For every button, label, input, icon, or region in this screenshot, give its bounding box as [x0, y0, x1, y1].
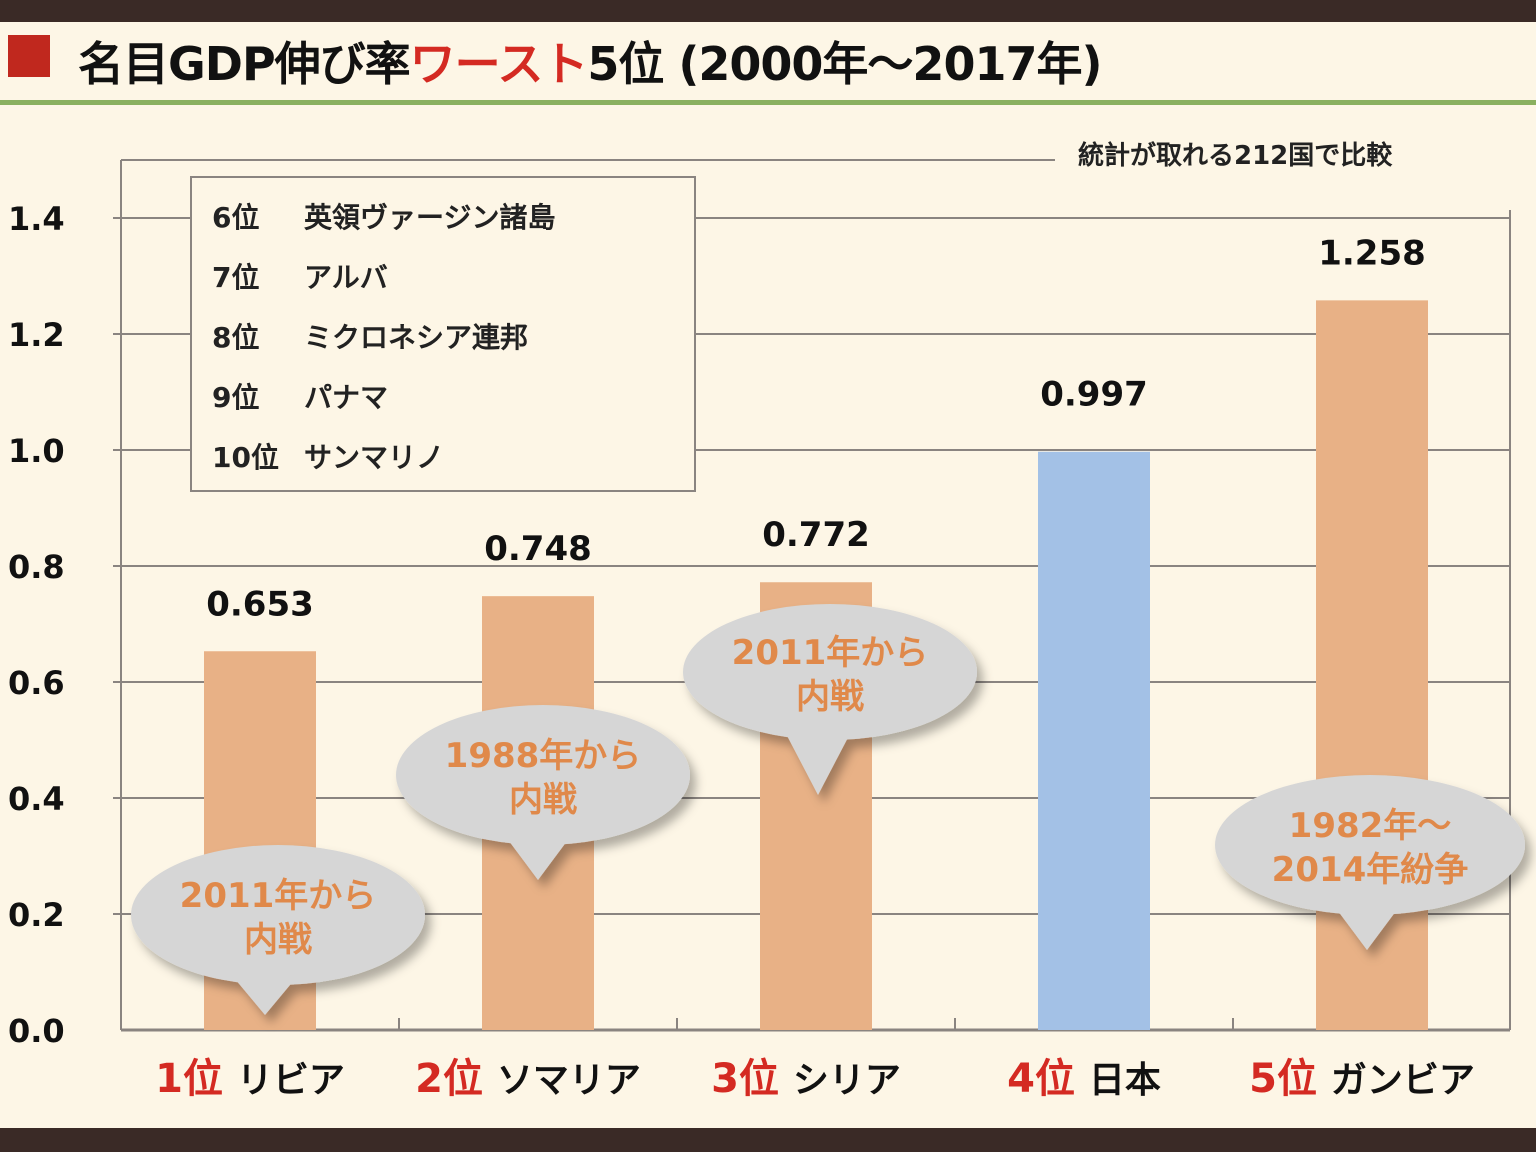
title-part1: 名目GDP伸び率 [78, 37, 411, 91]
value-label: 1.258 [1318, 233, 1426, 273]
legend-rank: 6位 [212, 201, 260, 234]
category-rank: 4位 [1007, 1056, 1089, 1102]
legend-item: 7位 アルバ [212, 256, 694, 316]
bubble-tail [230, 973, 300, 1015]
x-category-label: 4位 日本 [1007, 1056, 1161, 1102]
legend-rank: 9位 [212, 381, 260, 414]
bottom-frame-bar [0, 1128, 1536, 1152]
category-rank: 5位 [1249, 1056, 1331, 1102]
chart-title: 名目GDP伸び率ワースト5位 (2000年～2017年) [78, 28, 1102, 94]
value-label: 0.997 [1040, 375, 1148, 415]
y-tick-label: 1.4 [8, 200, 65, 238]
annotation-text: 2011年から [180, 876, 377, 916]
annotation-text: 2011年から [732, 633, 929, 673]
legend-item: 6位 英領ヴァージン諸島 [212, 196, 694, 256]
bubble-tail [783, 728, 853, 795]
legend-country: 英領ヴァージン諸島 [304, 201, 556, 234]
bubble-tail [503, 833, 573, 880]
y-tick-label: 0.4 [8, 780, 65, 818]
bubble-body [683, 604, 977, 740]
annotation-bubble [683, 604, 977, 795]
y-tick-label: 0.6 [8, 664, 65, 702]
legend-country: サンマリノ [304, 441, 445, 474]
y-tick-label: 1.2 [8, 316, 65, 354]
category-name: 日本 [1089, 1060, 1161, 1101]
chart-note: 統計が取れる212国で比較 [1078, 141, 1393, 171]
y-tick-label: 1.0 [8, 432, 65, 470]
annotation-text: 内戦 [244, 920, 312, 960]
category-name: シリア [793, 1060, 901, 1101]
x-category-label: 5位 ガンビア [1249, 1056, 1475, 1102]
top-frame-bar [0, 0, 1536, 22]
x-category-label: 1位 リビア [155, 1056, 345, 1102]
bubble-body [131, 845, 425, 985]
legend-rank: 8位 [212, 321, 260, 354]
legend-country: ミクロネシア連邦 [304, 321, 529, 354]
y-tick-label: 0.0 [8, 1012, 65, 1050]
category-rank: 2位 [415, 1056, 497, 1102]
legend-item: 8位 ミクロネシア連邦 [212, 316, 694, 376]
bar [1038, 451, 1150, 1030]
legend-rank: 10位 [212, 441, 279, 474]
title-underline [0, 100, 1536, 105]
annotation-bubble [1215, 775, 1525, 950]
y-tick-label: 0.8 [8, 548, 65, 586]
legend-item: 10位 サンマリノ [212, 436, 694, 496]
value-label: 0.653 [206, 584, 314, 624]
value-label: 0.748 [484, 529, 592, 569]
annotation-text: 1988年から [445, 736, 642, 776]
legend-country: パナマ [304, 381, 389, 414]
title-square-icon [8, 35, 50, 77]
category-name: リビア [237, 1060, 345, 1101]
category-name: ガンビア [1331, 1060, 1475, 1101]
x-category-label: 2位 ソマリア [415, 1056, 641, 1102]
y-tick-label: 0.2 [8, 896, 65, 934]
category-rank: 1位 [155, 1056, 237, 1102]
legend-item: 9位 パナマ [212, 376, 694, 436]
legend-box: 6位 英領ヴァージン諸島 7位 アルバ 8位 ミクロネシア連邦 9位 パナマ 10位 サンマリノ [190, 176, 696, 492]
annotation-bubble [131, 845, 425, 1015]
annotation-text: 内戦 [796, 677, 864, 717]
annotation-text: 内戦 [509, 780, 577, 820]
bubble-tail [1332, 903, 1402, 950]
x-category-label: 3位 シリア [711, 1056, 901, 1102]
annotation-bubble [396, 705, 690, 880]
title-highlight: ワースト [409, 37, 589, 91]
category-rank: 3位 [711, 1056, 793, 1102]
legend-country: アルバ [304, 261, 388, 294]
annotation-text: 1982年～ [1289, 806, 1452, 846]
bubble-body [396, 705, 690, 845]
legend-rank: 7位 [212, 261, 260, 294]
title-part2: 5位 (2000年～2017年) [587, 37, 1102, 91]
bubble-body [1215, 775, 1525, 915]
annotation-text: 2014年紛争 [1272, 850, 1469, 890]
value-label: 0.772 [762, 515, 870, 555]
category-name: ソマリア [497, 1060, 641, 1101]
